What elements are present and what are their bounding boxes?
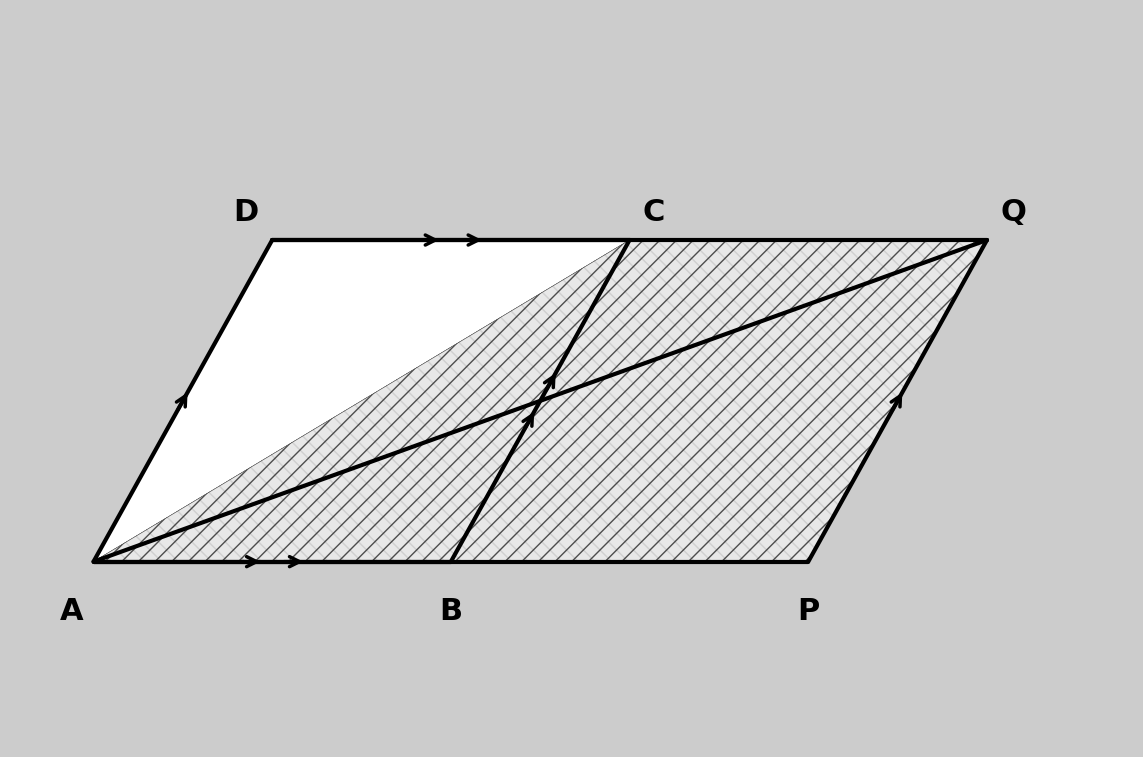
Polygon shape [94,240,630,562]
Polygon shape [94,240,630,562]
Polygon shape [94,240,630,562]
Text: P: P [797,597,820,626]
Text: Q: Q [1000,198,1026,226]
Polygon shape [450,240,986,562]
Polygon shape [94,240,630,562]
Text: C: C [644,198,665,226]
Text: B: B [439,597,463,626]
Polygon shape [450,240,986,562]
Polygon shape [450,240,986,562]
Polygon shape [94,240,986,562]
Text: A: A [59,597,83,626]
Text: D: D [233,198,258,226]
